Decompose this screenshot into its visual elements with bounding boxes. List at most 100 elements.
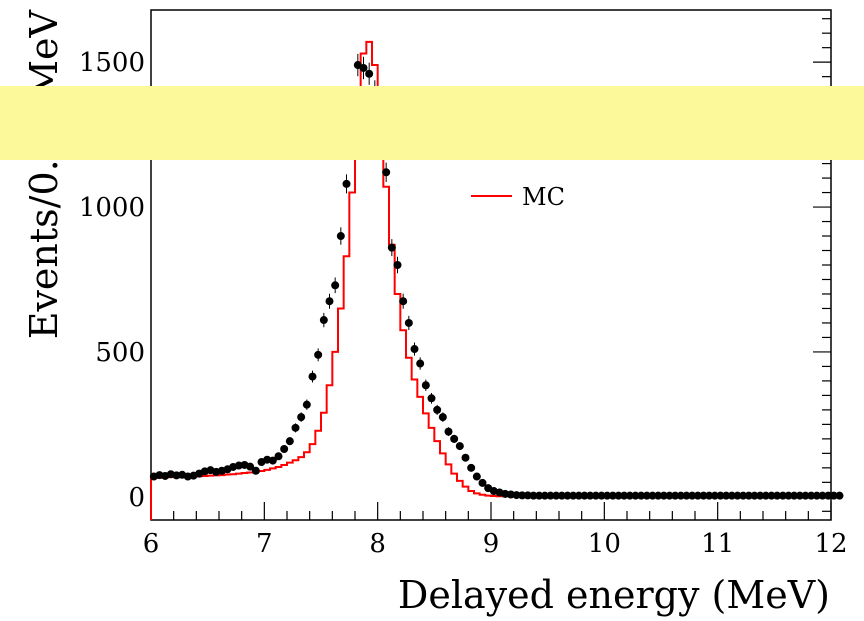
data-point xyxy=(637,491,646,500)
data-point xyxy=(744,491,753,500)
data-point xyxy=(727,491,736,500)
data-point xyxy=(756,491,765,500)
y-tick-label: 1000 xyxy=(79,193,145,223)
data-point xyxy=(325,297,334,306)
data-point xyxy=(404,318,413,327)
data-point xyxy=(546,491,555,500)
data-point xyxy=(818,491,827,500)
data-point xyxy=(761,491,770,500)
data-point xyxy=(631,491,640,500)
data-point xyxy=(693,491,702,500)
data-point xyxy=(308,372,317,381)
x-tick-label: 11 xyxy=(701,529,734,559)
data-point xyxy=(433,405,442,414)
x-tick-label: 8 xyxy=(369,529,386,559)
data-point xyxy=(767,491,776,500)
data-point xyxy=(359,63,368,72)
data-point xyxy=(580,491,589,500)
data-point xyxy=(365,69,374,78)
data-point xyxy=(569,491,578,500)
data-point xyxy=(268,456,277,465)
data-point xyxy=(603,491,612,500)
data-point xyxy=(778,491,787,500)
data-point xyxy=(540,491,549,500)
data-point xyxy=(297,413,306,422)
data-point xyxy=(438,413,447,422)
y-tick-label: 1500 xyxy=(79,48,145,78)
data-point xyxy=(302,400,311,409)
data-point xyxy=(444,427,453,436)
data-point xyxy=(523,491,532,500)
data-point xyxy=(410,345,419,354)
data-point xyxy=(552,491,561,500)
data-point xyxy=(574,491,583,500)
data-point xyxy=(421,381,430,390)
data-point xyxy=(478,478,487,487)
data-point xyxy=(716,491,725,500)
data-point xyxy=(648,491,657,500)
data-point xyxy=(807,491,816,500)
data-point xyxy=(472,472,481,481)
data-point xyxy=(274,452,283,461)
data-point xyxy=(829,491,838,500)
data-point xyxy=(246,462,255,471)
data-point xyxy=(705,491,714,500)
data-point xyxy=(387,243,396,252)
legend-mc-label: MC xyxy=(522,183,565,211)
data-point xyxy=(416,359,425,368)
data-point xyxy=(563,491,572,500)
legend: MC xyxy=(471,183,565,211)
data-point xyxy=(682,491,691,500)
data-point xyxy=(784,491,793,500)
data-point xyxy=(710,491,719,500)
data-point xyxy=(659,491,668,500)
data-point xyxy=(450,434,459,443)
data-point xyxy=(722,491,731,500)
data-point xyxy=(812,491,821,500)
x-tick-label: 9 xyxy=(483,529,500,559)
data-point xyxy=(620,491,629,500)
data-point xyxy=(835,491,844,500)
data-point xyxy=(676,491,685,500)
data-point xyxy=(427,394,436,403)
highlight-overlay xyxy=(0,86,864,160)
data-point xyxy=(586,491,595,500)
data-point xyxy=(285,437,294,446)
data-point xyxy=(790,491,799,500)
data-point xyxy=(467,463,476,472)
data-point xyxy=(614,491,623,500)
data-point xyxy=(331,281,340,290)
data-point xyxy=(399,297,408,306)
x-tick-label: 12 xyxy=(814,529,847,559)
data-point xyxy=(699,491,708,500)
data-point xyxy=(824,491,833,500)
x-axis-title: Delayed energy (MeV) xyxy=(398,573,830,617)
data-point xyxy=(557,491,566,500)
y-tick-label: 0 xyxy=(128,483,145,513)
data-point xyxy=(625,491,634,500)
data-point xyxy=(382,168,391,177)
data-point xyxy=(642,491,651,500)
data-point xyxy=(750,491,759,500)
data-point xyxy=(733,491,742,500)
data-point xyxy=(251,466,260,475)
data-point xyxy=(512,491,521,500)
data-point xyxy=(654,491,663,500)
y-tick-label: 500 xyxy=(95,338,145,368)
data-point xyxy=(591,491,600,500)
data-point xyxy=(314,350,323,359)
data-point xyxy=(535,491,544,500)
data-point xyxy=(455,442,464,451)
x-tick-label: 6 xyxy=(143,529,160,559)
data-markers xyxy=(149,53,844,500)
data-point xyxy=(773,491,782,500)
data-point xyxy=(671,491,680,500)
data-point xyxy=(280,445,289,454)
data-point xyxy=(342,179,351,188)
data-point xyxy=(529,491,538,500)
data-point xyxy=(336,232,345,241)
data-point xyxy=(665,491,674,500)
data-point xyxy=(319,316,328,325)
data-point xyxy=(795,491,804,500)
